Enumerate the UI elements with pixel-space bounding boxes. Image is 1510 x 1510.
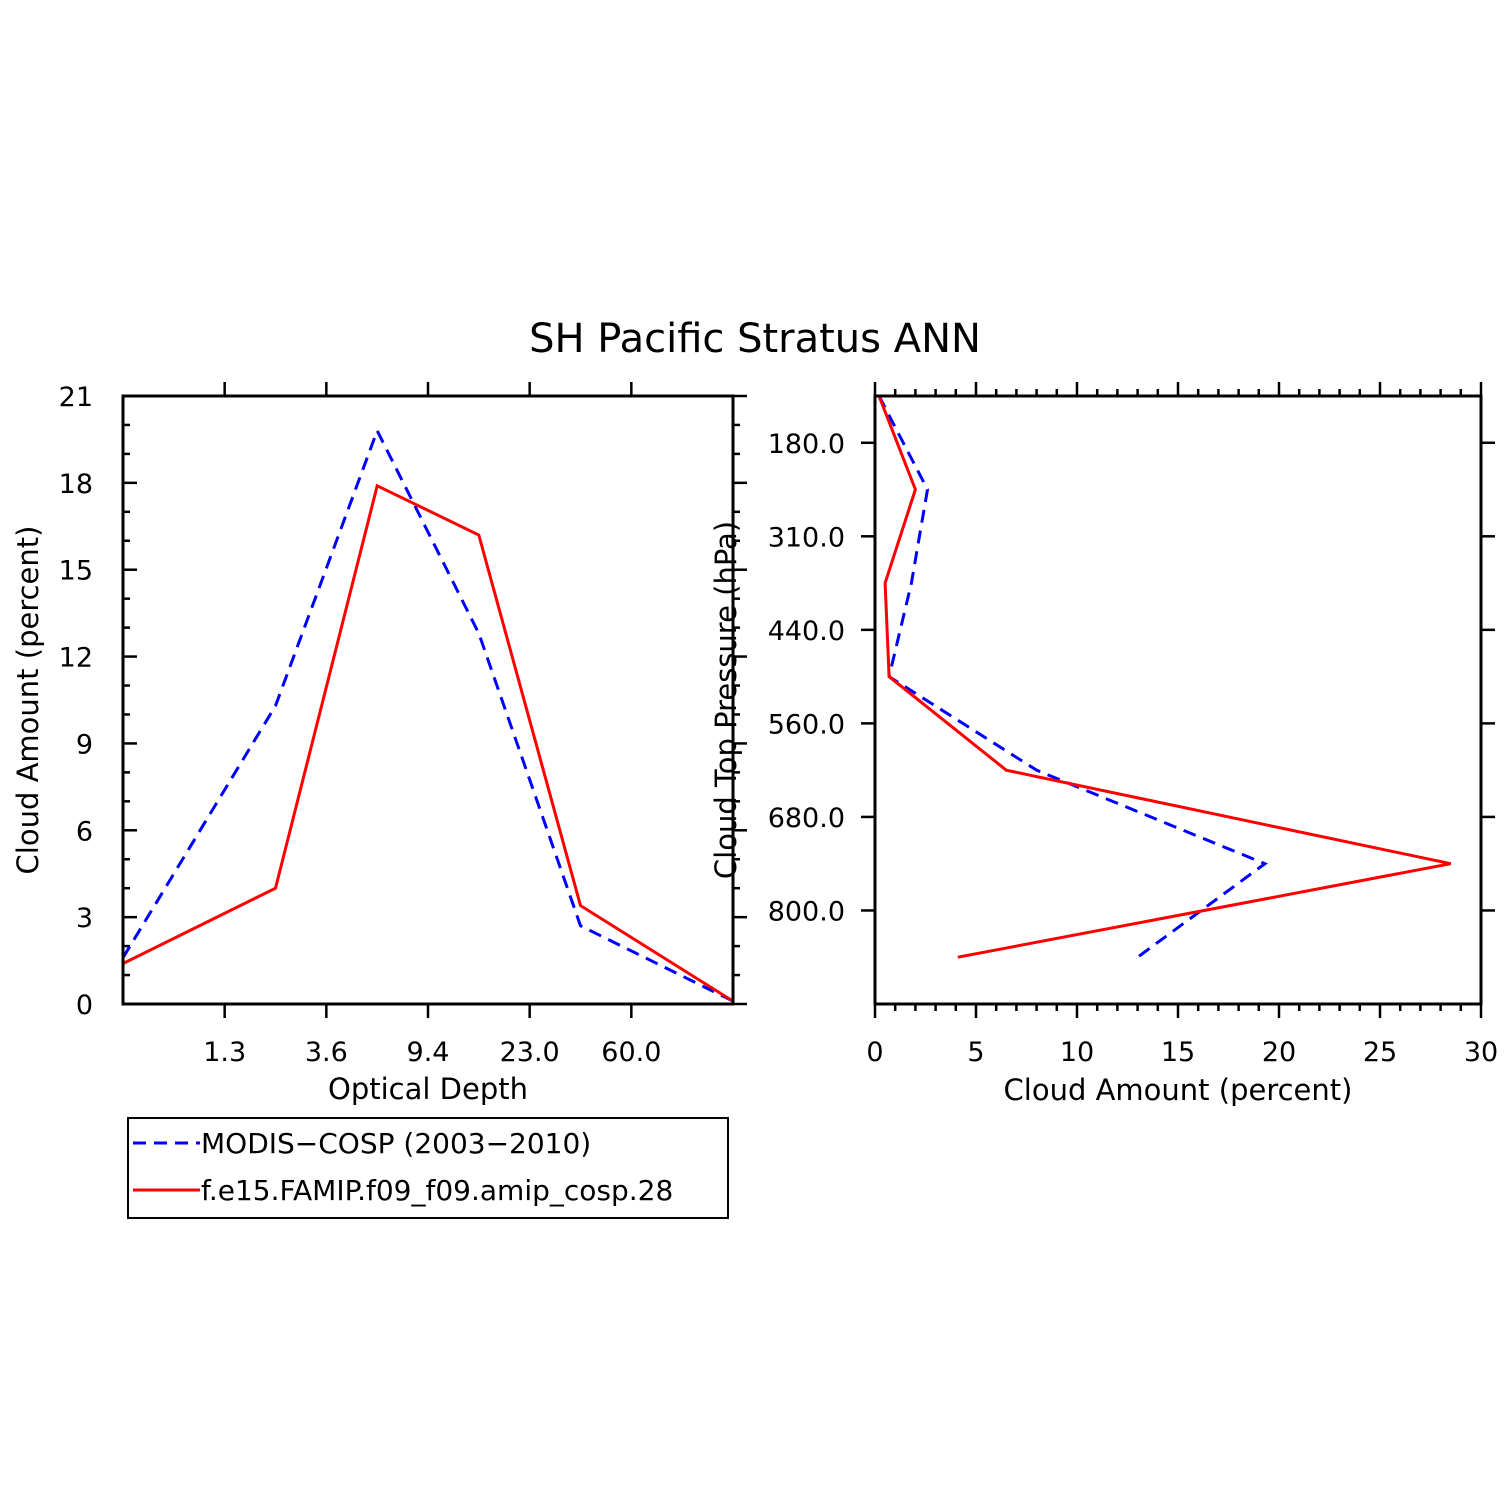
right-y-tick-label: 560.0 — [768, 709, 845, 740]
left-x-tick-label: 60.0 — [601, 1037, 661, 1068]
legend: MODIS−COSP (2003−2010) f.e15.FAMIP.f09_f… — [127, 1117, 729, 1219]
left-series-lines — [121, 426, 734, 1003]
left-series-obs — [121, 426, 734, 1003]
left-x-axis-label: Optical Depth — [328, 1072, 528, 1106]
legend-box — [127, 1117, 729, 1219]
right-x-tick-label: 5 — [967, 1037, 984, 1068]
left-y-axis-label: Cloud Amount (percent) — [11, 526, 45, 875]
left-y-tick-label: 6 — [76, 816, 93, 847]
right-y-tick-label: 180.0 — [768, 429, 845, 460]
right-axis-ticks: 0 5 10 15 20 25 30 180.0 310.0 440.0 560.0 680.0 800… — [768, 382, 1498, 1068]
left-y-tick-label: 3 — [76, 903, 93, 934]
right-series-lines — [877, 395, 1452, 959]
right-x-tick-label: 15 — [1161, 1037, 1195, 1068]
left-y-tick-label: 12 — [59, 643, 93, 674]
left-y-tick-label: 0 — [76, 990, 93, 1021]
right-y-tick-label: 310.0 — [768, 522, 845, 553]
left-y-tick-label: 9 — [76, 729, 93, 760]
right-x-tick-label: 30 — [1464, 1037, 1498, 1068]
right-x-tick-label: 0 — [866, 1037, 883, 1068]
left-y-tick-label: 18 — [59, 469, 93, 500]
optical-depth-panel: 0 3 6 9 12 15 18 21 1.3 3.6 9.4 23.0 60.0 Optical De… — [11, 382, 747, 1106]
figure-title: SH Pacific Stratus ANN — [529, 316, 981, 362]
right-x-tick-label: 10 — [1060, 1037, 1094, 1068]
right-y-tick-label: 800.0 — [768, 896, 845, 927]
right-x-tick-label: 20 — [1262, 1037, 1296, 1068]
left-plot-frame — [121, 394, 735, 1006]
right-series-model — [877, 395, 1452, 959]
left-y-tick-label: 15 — [59, 556, 93, 587]
legend-label-model: f.e15.FAMIP.f09_f09.amip_cosp.28 — [201, 1174, 673, 1207]
right-plot-frame — [873, 394, 1483, 1006]
right-x-axis-label: Cloud Amount (percent) — [1004, 1073, 1353, 1107]
left-x-tick-label: 23.0 — [500, 1037, 560, 1068]
pressure-panel: 0 5 10 15 20 25 30 180.0 310.0 440.0 560.0 680.0 800… — [709, 382, 1498, 1107]
left-x-tick-label: 9.4 — [407, 1037, 450, 1068]
right-y-axis-label: Cloud Top Pressure (hPa) — [709, 521, 743, 879]
left-y-tick-label: 21 — [59, 382, 93, 413]
left-series-model — [122, 483, 734, 1003]
left-x-tick-label: 1.3 — [203, 1037, 246, 1068]
right-series-obs — [877, 395, 1268, 959]
right-y-tick-label: 680.0 — [768, 803, 845, 834]
legend-label-obs: MODIS−COSP (2003−2010) — [201, 1127, 591, 1160]
left-x-tick-label: 3.6 — [305, 1037, 348, 1068]
right-x-tick-label: 25 — [1363, 1037, 1397, 1068]
right-y-tick-label: 440.0 — [768, 616, 845, 647]
left-axis-ticks: 0 3 6 9 12 15 18 21 1.3 3.6 9.4 23.0 60.0 — [59, 382, 747, 1068]
